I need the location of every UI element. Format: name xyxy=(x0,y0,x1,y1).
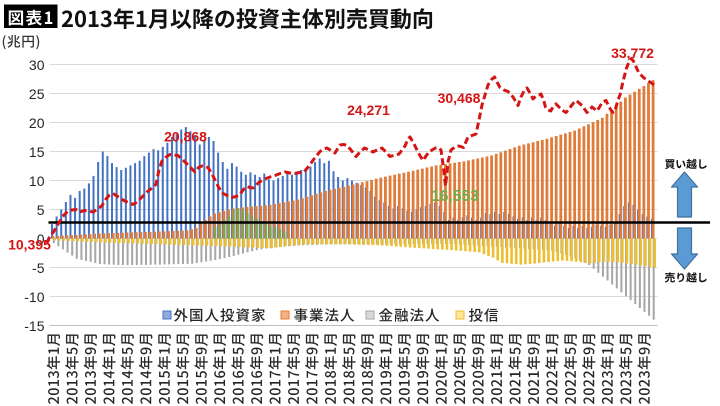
svg-text:-10: -10 xyxy=(24,289,44,305)
svg-text:5: 5 xyxy=(37,202,45,218)
svg-text:25: 25 xyxy=(29,86,45,102)
svg-text:20: 20 xyxy=(29,115,45,131)
svg-text:15: 15 xyxy=(29,144,45,160)
svg-text:24,271: 24,271 xyxy=(347,102,390,118)
svg-text:10: 10 xyxy=(29,173,45,189)
svg-text:30,468: 30,468 xyxy=(438,90,481,106)
svg-text:20,868: 20,868 xyxy=(164,129,207,145)
svg-text:16,553: 16,553 xyxy=(431,188,479,205)
svg-text:33,772: 33,772 xyxy=(611,45,654,61)
svg-text:-15: -15 xyxy=(24,318,44,334)
svg-text:30: 30 xyxy=(29,57,45,73)
svg-text:0: 0 xyxy=(37,231,45,247)
svg-text:-5: -5 xyxy=(32,260,45,276)
svg-text:10,395: 10,395 xyxy=(8,237,51,253)
